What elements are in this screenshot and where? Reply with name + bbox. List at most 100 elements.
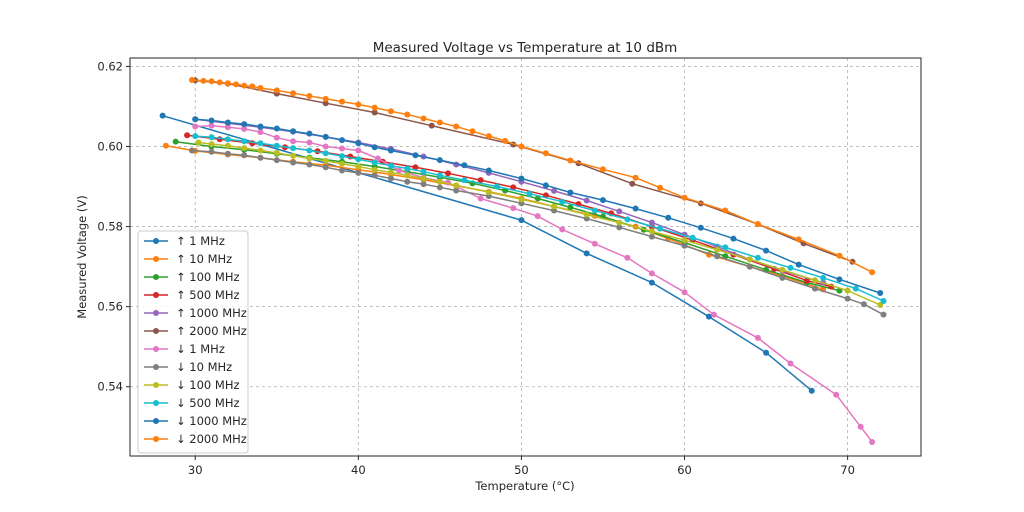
legend-item: ↑ 1 MHz xyxy=(144,234,225,248)
data-point xyxy=(518,196,525,203)
data-point xyxy=(224,80,231,87)
legend-item: ↑ 500 MHz xyxy=(144,288,240,302)
data-point xyxy=(322,95,329,102)
legend-marker xyxy=(153,436,159,442)
data-point xyxy=(808,387,815,394)
data-point xyxy=(200,77,207,84)
legend-label: ↑ 1000 MHz xyxy=(176,306,247,320)
data-point xyxy=(681,289,688,296)
series-9 xyxy=(192,133,887,305)
data-point xyxy=(518,175,525,182)
y-tick-label: 0.54 xyxy=(97,380,123,394)
data-point xyxy=(485,167,492,174)
legend-label: ↑ 10 MHz xyxy=(176,252,232,266)
data-point xyxy=(632,205,639,212)
data-point xyxy=(648,228,655,235)
data-point xyxy=(860,301,867,308)
data-point xyxy=(763,349,770,356)
data-point xyxy=(722,207,729,214)
data-point xyxy=(648,279,655,286)
data-point xyxy=(629,180,636,187)
data-point xyxy=(404,111,411,118)
series-10 xyxy=(192,116,884,297)
y-tick-label: 0.56 xyxy=(97,300,123,314)
data-point xyxy=(710,311,717,318)
data-point xyxy=(779,266,786,273)
data-point xyxy=(616,208,623,215)
data-point xyxy=(477,195,484,202)
data-point xyxy=(290,145,297,152)
legend-item: ↓ 500 MHz xyxy=(144,396,240,410)
legend-label: ↑ 100 MHz xyxy=(176,270,240,284)
data-point xyxy=(852,285,859,292)
data-point xyxy=(249,83,256,90)
series-0 xyxy=(159,112,815,394)
data-point xyxy=(224,136,231,143)
data-point xyxy=(339,160,346,167)
data-point xyxy=(420,181,427,188)
data-point xyxy=(551,187,558,194)
data-point xyxy=(559,226,566,233)
data-point xyxy=(371,159,378,166)
data-point xyxy=(339,153,346,160)
x-tick-label: 70 xyxy=(840,463,855,477)
data-point xyxy=(208,78,215,85)
data-point xyxy=(216,79,223,86)
data-point xyxy=(371,104,378,111)
y-axis-label: Measured Voltage (V) xyxy=(75,195,89,318)
data-point xyxy=(665,214,672,221)
data-point xyxy=(880,311,887,318)
data-point xyxy=(172,138,179,145)
data-point xyxy=(339,145,346,152)
data-point xyxy=(681,242,688,249)
data-point xyxy=(746,263,753,270)
data-point xyxy=(754,334,761,341)
legend-item: ↓ 1 MHz xyxy=(144,342,225,356)
x-tick-label: 40 xyxy=(351,463,366,477)
data-point xyxy=(559,198,566,205)
data-point xyxy=(339,98,346,105)
data-point xyxy=(355,101,362,108)
data-point xyxy=(322,100,329,107)
data-point xyxy=(648,270,655,277)
data-point xyxy=(290,90,297,97)
legend-label: ↓ 500 MHz xyxy=(176,396,240,410)
y-axis: 0.54 0.56 0.58 0.60 0.62 xyxy=(97,59,130,394)
data-point xyxy=(233,81,240,88)
data-point xyxy=(371,172,378,179)
data-point xyxy=(192,123,199,130)
data-point xyxy=(833,391,840,398)
data-point xyxy=(599,197,606,204)
data-point xyxy=(811,285,818,292)
data-point xyxy=(306,147,313,154)
legend-marker xyxy=(153,364,159,370)
data-point xyxy=(192,116,199,123)
data-point xyxy=(192,133,199,140)
data-point xyxy=(461,177,468,184)
data-point xyxy=(257,147,264,154)
data-point xyxy=(787,360,794,367)
data-point xyxy=(290,159,297,166)
data-point xyxy=(355,163,362,170)
data-point xyxy=(371,144,378,151)
data-point xyxy=(844,287,851,294)
data-point xyxy=(241,152,248,159)
data-point xyxy=(241,125,248,132)
data-point xyxy=(502,137,509,144)
data-point xyxy=(542,150,549,157)
data-point xyxy=(257,123,264,130)
data-point xyxy=(469,128,476,135)
data-point xyxy=(583,250,590,257)
data-point xyxy=(518,143,525,150)
data-point xyxy=(208,134,215,141)
data-point xyxy=(273,134,280,141)
legend-marker xyxy=(153,310,159,316)
data-point xyxy=(241,121,248,128)
data-point xyxy=(705,313,712,320)
legend-label: ↓ 100 MHz xyxy=(176,378,240,392)
data-point xyxy=(355,169,362,176)
data-point xyxy=(453,182,460,189)
data-point xyxy=(697,224,704,231)
legend-marker xyxy=(153,256,159,262)
series-7 xyxy=(188,147,887,318)
